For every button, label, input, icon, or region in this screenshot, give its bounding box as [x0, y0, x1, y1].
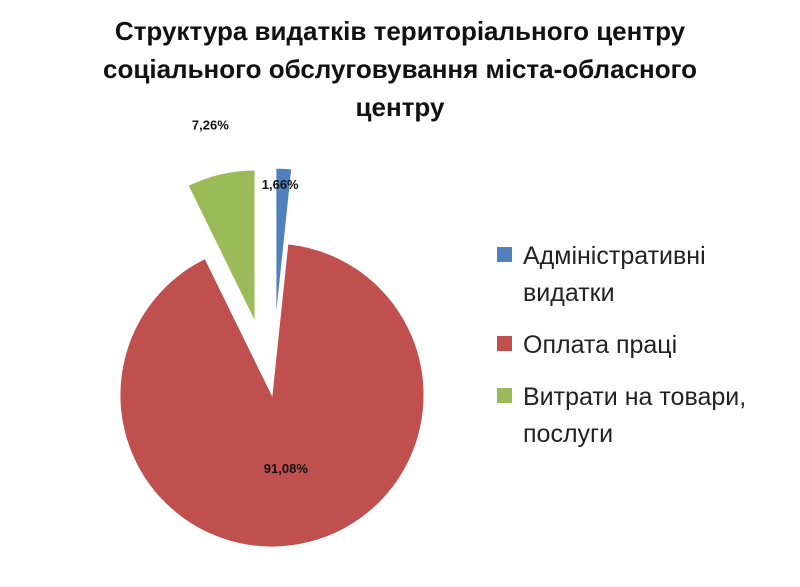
legend-item-goods-services: Витрати на товари, послуги: [497, 379, 797, 453]
legend-label-salary: Оплата праці: [523, 331, 678, 359]
legend-item-administrative: Адміністративні видатки: [497, 238, 797, 312]
legend-item-salary: Оплата праці: [497, 327, 797, 364]
data-label-administrative: 1,66%: [262, 177, 299, 192]
legend-label-goods-services-line-2: послуги: [523, 420, 614, 448]
legend-label-administrative-line-1: Адміністративні: [523, 242, 706, 270]
legend-label-goods-services-line-1: Витрати на товари,: [523, 383, 747, 411]
chart-title: Структура видатків територіального центр…: [40, 12, 760, 126]
chart-title-line-1: Структура видатків територіального центр…: [114, 16, 686, 46]
chart-title-line-2: соціального обслуговування міста-обласно…: [103, 54, 697, 84]
data-label-goods-services: 7,26%: [192, 117, 229, 132]
pie-slice-salary: [119, 243, 425, 548]
pie-slice-goods-services: [187, 169, 256, 323]
legend-swatch-goods-services: [497, 388, 512, 403]
legend: Адміністративні видатки Оплата праці Вит…: [497, 238, 797, 453]
legend-swatch-salary: [497, 336, 512, 351]
chart-title-line-3: центру: [355, 92, 445, 122]
pie-slice-administrative: [275, 167, 293, 321]
legend-swatch-administrative: [497, 247, 512, 262]
legend-label-administrative-line-2: видатки: [523, 279, 615, 307]
data-label-salary: 91,08%: [264, 461, 309, 476]
